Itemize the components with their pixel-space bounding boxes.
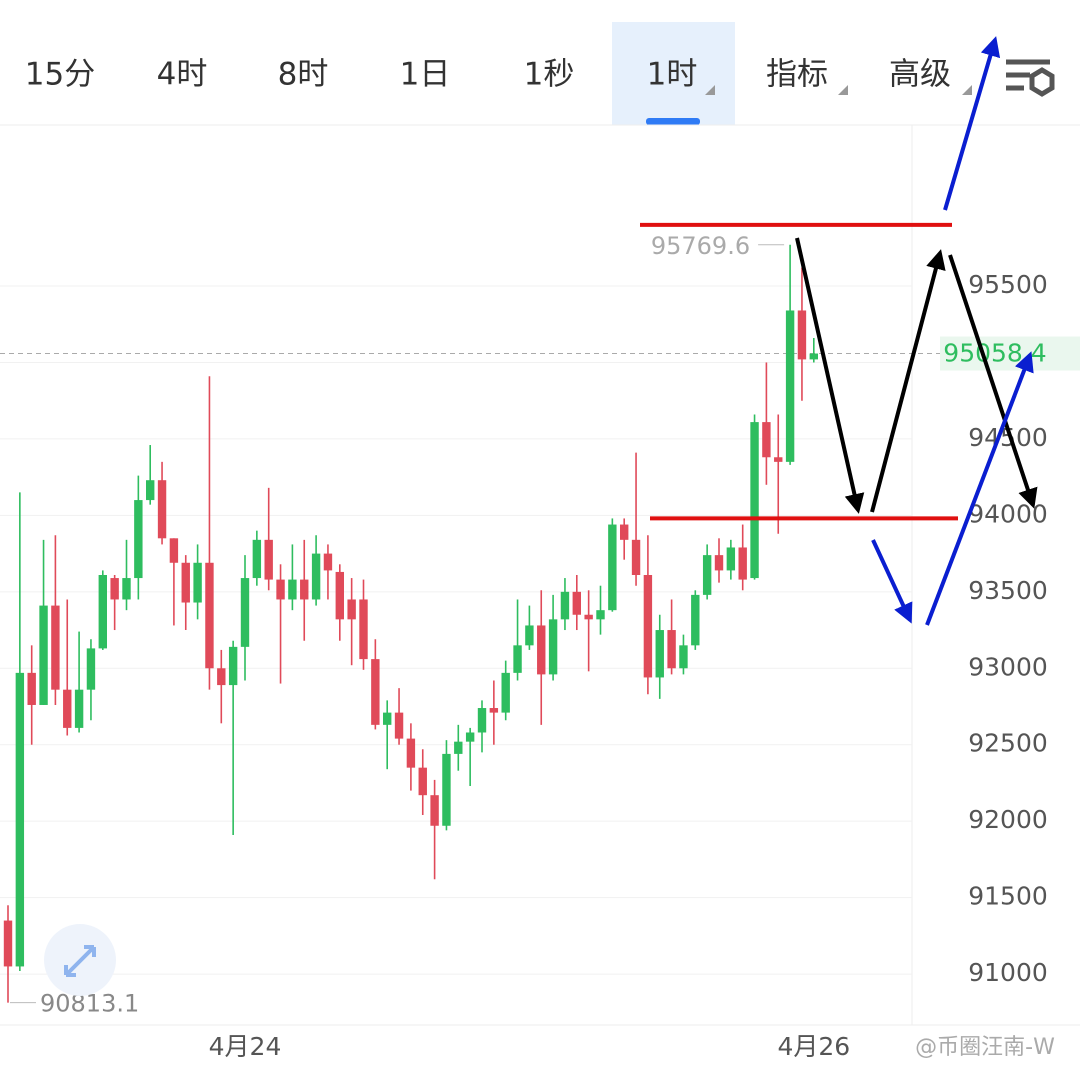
candle-body (110, 578, 119, 600)
x-tick-label: 4月26 (777, 1032, 850, 1061)
candle-body (572, 591, 581, 615)
candle-body (631, 539, 641, 575)
candle-body (181, 562, 190, 603)
candle-body (691, 594, 700, 646)
candle-body (489, 708, 499, 713)
expand-icon (64, 945, 96, 977)
tab[interactable]: 1秒 (524, 57, 575, 93)
candle-body (596, 610, 605, 620)
last-price-bg (940, 336, 1080, 371)
max-label: 95769.6 (651, 232, 750, 260)
candle-body (228, 646, 238, 686)
candle-body (347, 599, 356, 620)
y-tick-label: 93500 (968, 576, 1048, 605)
tab[interactable]: 4时 (157, 57, 208, 93)
y-tick-label: 93000 (968, 652, 1048, 681)
candle-body (169, 538, 179, 563)
tab[interactable]: 8时 (278, 57, 329, 93)
candle-body (276, 579, 285, 600)
candle-body (288, 579, 297, 600)
candle-body (98, 575, 107, 649)
candle-body (205, 562, 214, 669)
candle-body (501, 672, 510, 713)
candle-body (643, 575, 653, 678)
candle-body (371, 659, 380, 725)
candle-body (762, 422, 771, 458)
candle-body (525, 625, 534, 646)
candle-body (418, 767, 427, 796)
candle-body (477, 708, 487, 733)
candle-body (122, 578, 131, 600)
candle-body (714, 555, 724, 571)
tab[interactable]: 1时 (647, 57, 698, 93)
candle-body (537, 625, 546, 675)
tab[interactable]: 15分 (25, 57, 95, 93)
y-tick-label: 91000 (968, 958, 1048, 987)
candle-body (809, 353, 818, 360)
y-tick-label: 95500 (968, 270, 1048, 299)
candle-body (3, 920, 13, 967)
candle-body (383, 712, 392, 725)
candle-body (323, 553, 333, 571)
candle-body (86, 648, 96, 690)
candle-body (157, 480, 167, 539)
x-tick-label: 4月24 (209, 1032, 282, 1061)
candle-body (750, 422, 759, 579)
candle-body (785, 310, 795, 462)
candle-body (655, 630, 664, 678)
candle-body (394, 712, 404, 739)
candle-body (679, 645, 688, 669)
y-tick-label: 91500 (968, 882, 1048, 911)
annotation-arrows (795, 36, 1038, 626)
candle-body (454, 741, 463, 754)
candle-body (240, 578, 250, 647)
candle-body (774, 457, 783, 462)
candle-body (548, 619, 558, 675)
candle-body (311, 553, 321, 600)
candle-body (430, 795, 439, 826)
candle-body (608, 524, 617, 611)
candle-body (513, 645, 522, 673)
candle-body (442, 753, 451, 826)
tab[interactable]: 指标 (766, 57, 828, 93)
candle-body (584, 614, 593, 620)
candle-body (15, 672, 25, 967)
candle-body (146, 480, 155, 501)
candle-body (465, 732, 475, 742)
last-price-label: 95058.4 (943, 339, 1046, 368)
candle-body (738, 547, 747, 580)
y-tick-label: 94000 (968, 499, 1048, 528)
candle-body (560, 591, 570, 620)
candle-body (27, 672, 36, 705)
tab[interactable]: 1日 (400, 57, 451, 93)
candle-body (134, 500, 143, 579)
tab[interactable]: 高级 (889, 57, 951, 93)
y-tick-label: 92000 (968, 805, 1048, 834)
candle-body (667, 630, 676, 669)
candle-body (264, 539, 273, 580)
y-tick-label: 92500 (968, 729, 1048, 758)
candle-body (74, 689, 84, 728)
candle-body (359, 599, 368, 660)
settings-icon[interactable] (1006, 59, 1055, 97)
candle-body (217, 668, 226, 686)
candle-body (702, 555, 712, 595)
candle-body (39, 605, 48, 705)
candle-body (726, 547, 736, 571)
candle-body (63, 689, 72, 728)
candle-body (300, 579, 309, 600)
candle-body (51, 605, 60, 690)
candle-body (620, 524, 629, 540)
candle-body (193, 562, 202, 603)
candle-body (406, 738, 416, 768)
watermark: @币圈汪南-W (915, 1035, 1055, 1060)
selected-tab-bg (612, 22, 735, 125)
candle-body (252, 539, 262, 579)
candle-body (335, 571, 344, 620)
tab-underline (646, 118, 700, 125)
candle-body (797, 310, 807, 360)
